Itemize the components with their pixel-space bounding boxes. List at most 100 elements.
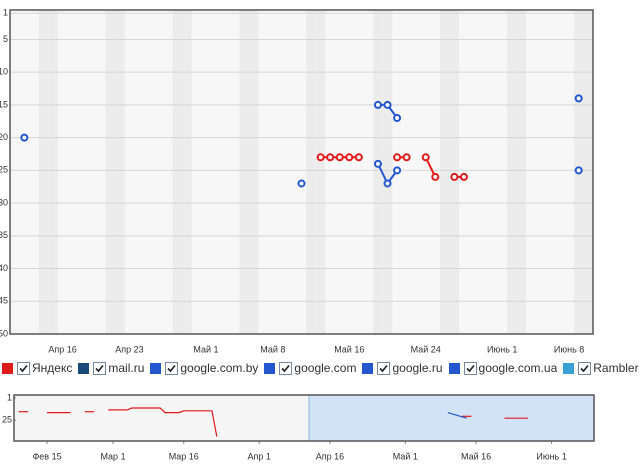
stripe bbox=[382, 10, 393, 334]
legend-swatch bbox=[78, 362, 90, 374]
legend-label: Яндекс bbox=[32, 361, 73, 375]
y-tick-label: 10 bbox=[0, 67, 8, 77]
point-marker bbox=[354, 153, 363, 162]
point-marker bbox=[335, 153, 344, 162]
x-tick-label: Май 16 bbox=[461, 451, 491, 461]
check-mark bbox=[95, 364, 104, 372]
checkbox-box bbox=[377, 361, 391, 375]
checkbox-box bbox=[578, 361, 592, 375]
point-marker bbox=[373, 100, 382, 109]
point-marker bbox=[421, 153, 430, 162]
legend-item[interactable]: google.com bbox=[264, 361, 356, 375]
legend-item[interactable]: google.com.by bbox=[150, 361, 258, 375]
checkbox-box bbox=[17, 361, 30, 375]
check-mark bbox=[19, 364, 28, 372]
check-mark bbox=[465, 364, 475, 372]
point-marker bbox=[373, 159, 382, 168]
x-tick-label: Июнь 1 bbox=[487, 344, 517, 354]
stripes bbox=[38, 10, 593, 334]
y-tick-label: 35 bbox=[0, 230, 8, 240]
checkbox-box bbox=[165, 361, 179, 375]
stripe bbox=[306, 10, 316, 334]
point-marker bbox=[574, 166, 583, 175]
legend-swatch bbox=[362, 362, 374, 374]
point-marker bbox=[326, 153, 335, 162]
y-tick-label: 1 bbox=[3, 8, 8, 18]
checkbox[interactable] bbox=[93, 361, 107, 375]
point-marker bbox=[393, 166, 402, 175]
point-marker bbox=[297, 179, 306, 188]
legend-item[interactable]: Яндекс bbox=[2, 361, 72, 375]
navigator-selection[interactable] bbox=[308, 394, 595, 442]
legend-item[interactable]: Rambler bbox=[563, 361, 639, 375]
stripe bbox=[315, 10, 326, 334]
x-tick-label: Май 24 bbox=[411, 344, 441, 354]
checkbox[interactable] bbox=[377, 361, 391, 375]
x-tick-label: Июнь 8 bbox=[554, 344, 584, 354]
legend-item[interactable]: mail.ru bbox=[78, 361, 144, 375]
checkbox[interactable] bbox=[463, 361, 477, 375]
y-tick-label: 40 bbox=[0, 263, 8, 273]
y-tick-label: 1 bbox=[7, 392, 12, 402]
stripe bbox=[373, 10, 383, 334]
check-mark bbox=[379, 364, 389, 372]
y-tick-label: 25 bbox=[0, 165, 8, 175]
legend-label: google.ru bbox=[392, 361, 443, 375]
stripe bbox=[105, 10, 116, 334]
checkbox[interactable] bbox=[578, 361, 592, 375]
stripe bbox=[239, 10, 249, 334]
checkbox-box bbox=[93, 361, 107, 375]
x-tick-label: Апр 23 bbox=[115, 344, 143, 354]
check-mark bbox=[281, 364, 291, 372]
legend-item[interactable]: google.com.ua bbox=[448, 361, 558, 375]
series-line bbox=[447, 412, 467, 419]
point-marker bbox=[393, 114, 402, 122]
legend: Яндекс mail.ru google.com.by google.com goog… bbox=[2, 361, 641, 375]
y-tick-label: 25 bbox=[2, 414, 12, 424]
legend-label: google.com bbox=[294, 361, 357, 375]
point-marker bbox=[450, 172, 459, 181]
checkbox-box bbox=[279, 361, 293, 375]
legend-label: Rambler bbox=[593, 361, 639, 375]
x-tick-label: Июнь 1 bbox=[536, 451, 566, 461]
legend-swatch bbox=[2, 362, 13, 374]
x-tick-label: Мар 16 bbox=[169, 451, 199, 461]
check-mark bbox=[167, 364, 176, 372]
checkbox[interactable] bbox=[165, 361, 179, 375]
y-tick-label: 20 bbox=[0, 132, 8, 142]
stripe bbox=[172, 10, 183, 334]
point-marker bbox=[431, 172, 440, 181]
legend-item[interactable]: google.ru bbox=[362, 361, 443, 375]
y-tick-label: 15 bbox=[0, 99, 8, 109]
checkbox-box bbox=[463, 361, 477, 375]
stripe bbox=[248, 10, 259, 334]
y-tick-label: 5 bbox=[3, 34, 8, 44]
stripe bbox=[182, 10, 192, 334]
legend-label: mail.ru bbox=[108, 361, 145, 375]
checkbox[interactable] bbox=[17, 361, 30, 375]
stripe bbox=[115, 10, 125, 334]
point-marker bbox=[345, 153, 354, 162]
point-marker bbox=[20, 133, 29, 142]
x-tick-label: Апр 1 bbox=[248, 451, 271, 461]
y-tick-label: 30 bbox=[0, 197, 8, 207]
legend-label: google.com.ua bbox=[478, 361, 558, 375]
stripe bbox=[506, 10, 517, 334]
legend-swatch bbox=[448, 362, 460, 374]
x-tick-label: Май 8 bbox=[260, 344, 285, 354]
x-tick-label: Май 1 bbox=[193, 344, 218, 354]
point-marker bbox=[316, 153, 325, 162]
point-marker bbox=[574, 94, 583, 103]
y-tick-label: 50 bbox=[0, 328, 8, 338]
navigator-frame bbox=[13, 394, 595, 442]
point-marker bbox=[402, 153, 411, 162]
checkbox[interactable] bbox=[279, 361, 293, 375]
x-tick-label: Фев 15 bbox=[32, 451, 61, 461]
point-marker bbox=[459, 172, 468, 181]
stripe bbox=[583, 10, 593, 334]
legend-label: google.com.by bbox=[180, 361, 259, 375]
check-mark bbox=[580, 364, 589, 372]
stripe bbox=[38, 10, 49, 334]
